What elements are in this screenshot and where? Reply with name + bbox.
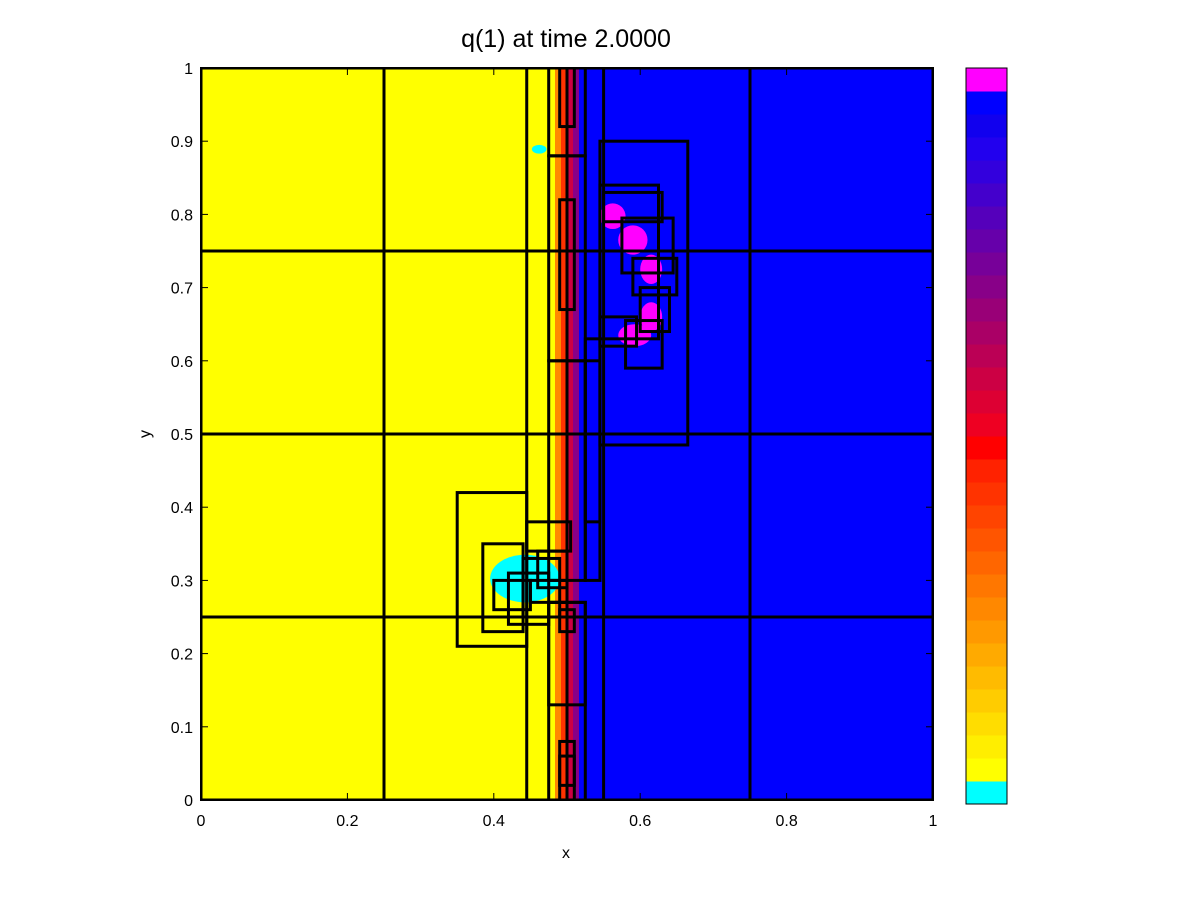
colorbar-segment (966, 91, 1007, 115)
colorbar-segment (966, 551, 1007, 575)
x-axis-ticks: 0 0.2 0.4 0.6 0.8 1 (197, 68, 938, 830)
colorbar-segment (966, 298, 1007, 322)
amr-patch (525, 68, 606, 800)
colorbar-segment (966, 68, 1007, 92)
amr-patch (602, 190, 664, 224)
colorbar-segment (966, 252, 1007, 276)
colorbar-segment (966, 574, 1007, 598)
magenta-blob-3 (640, 254, 663, 284)
colorbar-segment (966, 459, 1007, 483)
colorbar-segment (966, 160, 1007, 184)
colorbar-segment (966, 114, 1007, 138)
colorbar-segment (966, 229, 1007, 253)
magenta-blob-4 (640, 302, 663, 332)
colorbar-segment (966, 390, 1007, 414)
amr-patch (528, 578, 569, 604)
x-tick-label: 1 (929, 813, 938, 830)
y-tick-label: 0.1 (171, 720, 193, 737)
colorbar-frame (965, 67, 1008, 805)
y-tick-label: 0.2 (171, 647, 193, 664)
colorbar-segment (966, 137, 1007, 161)
y-axis-label: y (137, 430, 154, 438)
amr-patch (506, 571, 551, 626)
amr-patch (455, 491, 529, 648)
y-tick-label: 0.8 (171, 207, 193, 224)
colorbar-segment (966, 183, 1007, 207)
magenta-blob-5 (618, 324, 652, 347)
y-tick-label: 0.4 (171, 500, 193, 517)
colorbar-segment (966, 344, 1007, 368)
y-tick-label: 0 (184, 793, 193, 810)
y-tick-label: 0.5 (171, 427, 193, 444)
amr-patch (620, 216, 675, 275)
amr-patch (547, 68, 587, 158)
colorbar-segment (966, 505, 1007, 529)
amr-patch (525, 520, 573, 553)
x-tick-label: 0.2 (336, 813, 358, 830)
colorbar-segment (966, 528, 1007, 552)
colorbar-segment (966, 436, 1007, 460)
colorbar-segment (966, 758, 1007, 782)
colorbar-segment (966, 367, 1007, 391)
colorbar-segment (966, 735, 1007, 759)
y-tick-label: 0.7 (171, 281, 193, 298)
x-tick-label: 0.4 (483, 813, 505, 830)
colorbar-segment (966, 482, 1007, 506)
colorbar-segment (966, 620, 1007, 644)
colorbar-segment (966, 689, 1007, 713)
x-tick-label: 0.8 (775, 813, 797, 830)
colorbar-segment (966, 321, 1007, 345)
colorbar-segment (966, 643, 1007, 667)
amr-patch (558, 68, 576, 129)
amr-patch (598, 183, 661, 341)
amr-patch (558, 608, 576, 634)
amr-patch (624, 319, 664, 370)
colorbar-segment (966, 206, 1007, 230)
colorbar-segment (966, 275, 1007, 299)
y-tick-label: 1 (184, 61, 193, 78)
x-axis-label: x (562, 845, 570, 862)
colorbar-segment (966, 413, 1007, 437)
amr-patch (748, 68, 933, 253)
colorbar-segment (966, 597, 1007, 621)
amr-patch (558, 754, 576, 787)
y-tick-label: 0.3 (171, 573, 193, 590)
colorbar-segment (966, 781, 1007, 805)
amr-patch (583, 359, 602, 524)
colorbar-segment (966, 666, 1007, 690)
colorbar-segment (966, 712, 1007, 736)
plot-area (201, 68, 933, 800)
y-axis-ticks: 0 0.1 0.2 0.3 0.4 0.5 0.6 0.7 0.8 0.9 1 (171, 61, 933, 810)
x-tick-label: 0.6 (629, 813, 651, 830)
colorbar (965, 67, 1008, 805)
y-tick-label: 0.9 (171, 134, 193, 151)
chart-title: q(1) at time 2.0000 (461, 25, 671, 53)
amr-patch (631, 256, 679, 297)
amr-patch (638, 286, 671, 334)
magenta-blob-2 (618, 225, 648, 255)
y-tick-label: 0.6 (171, 354, 193, 371)
cyan-dot (531, 144, 547, 154)
amr-patch (558, 198, 576, 312)
x-tick-label: 0 (197, 813, 206, 830)
amr-patch (598, 315, 639, 348)
